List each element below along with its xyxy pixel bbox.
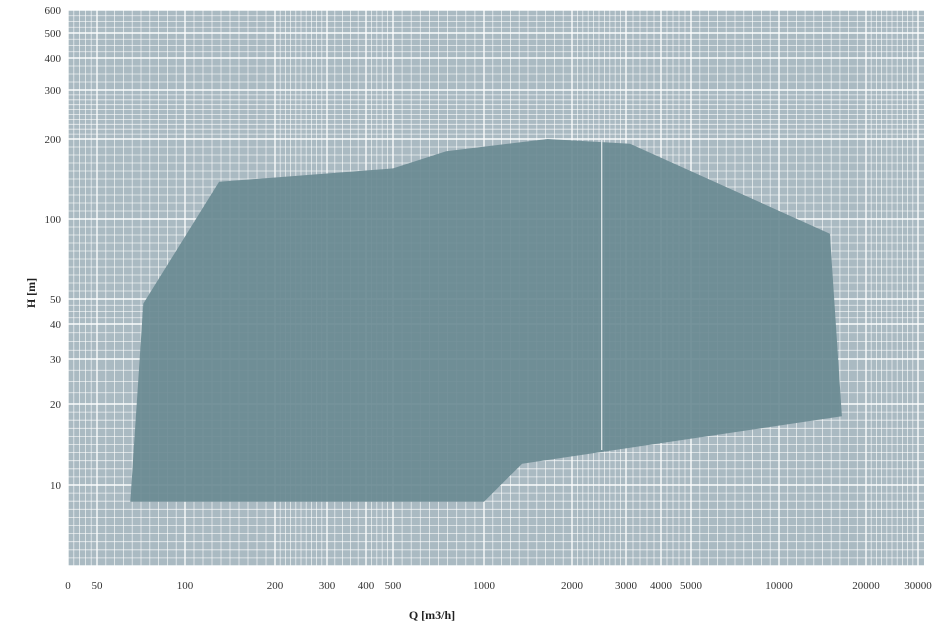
x-tick-label: 10000: [765, 580, 793, 592]
coverage-area: [130, 139, 842, 502]
x-tick-label: 1000: [473, 580, 496, 592]
x-tick-label: 300: [319, 580, 336, 592]
y-tick-label: 200: [45, 134, 62, 146]
x-tick-label: 100: [177, 580, 194, 592]
y-tick-label: 600: [45, 5, 62, 17]
x-tick-label: 0: [65, 580, 71, 592]
y-tick-label: 100: [45, 214, 62, 226]
x-tick-labels: 0 50 100 200 300 400 500 1000 2000 3000 4000 5000 10…: [65, 580, 932, 592]
x-tick-label: 400: [358, 580, 375, 592]
x-tick-label: 5000: [680, 580, 703, 592]
x-tick-label: 30000: [904, 580, 932, 592]
x-tick-label: 2000: [561, 580, 584, 592]
y-axis-title: H [m]: [24, 278, 38, 308]
y-tick-label: 500: [45, 28, 62, 40]
x-tick-label: 4000: [650, 580, 673, 592]
x-tick-label: 50: [92, 580, 104, 592]
y-tick-label: 30: [50, 354, 62, 366]
x-tick-label: 20000: [852, 580, 880, 592]
x-tick-label: 500: [385, 580, 402, 592]
y-tick-label: 10: [50, 480, 62, 492]
x-tick-label: 3000: [615, 580, 638, 592]
y-tick-label: 20: [50, 399, 62, 411]
y-tick-labels: 10 20 30 40 50 100 200 300 400 500 600: [45, 5, 62, 492]
y-tick-label: 50: [50, 294, 62, 306]
x-tick-label: 200: [267, 580, 284, 592]
y-tick-label: 400: [45, 53, 62, 65]
x-axis-title: Q [m3/h]: [409, 608, 455, 622]
y-tick-label: 40: [50, 319, 62, 331]
y-tick-label: 300: [45, 85, 62, 97]
